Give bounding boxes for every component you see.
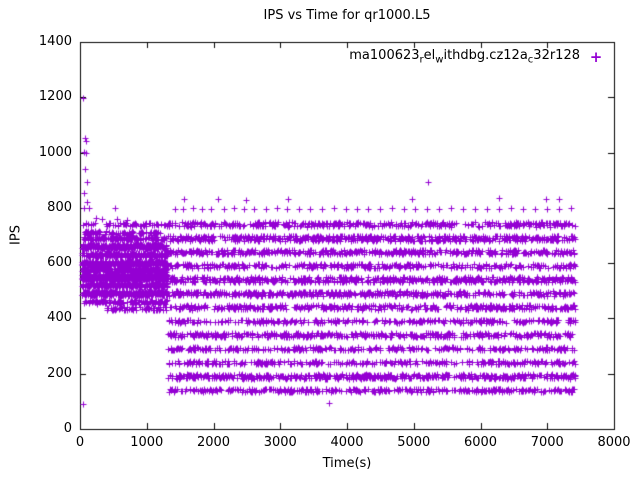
legend-label: ma100623relwithdbg.cz12ac32r128 bbox=[349, 48, 580, 66]
y-tick-label: 1000 bbox=[38, 144, 72, 160]
y-axis-label: IPS bbox=[8, 225, 24, 245]
y-tick-label: 800 bbox=[47, 199, 72, 215]
legend-marker-plus-icon: + bbox=[589, 47, 603, 66]
y-tick-label: 600 bbox=[47, 255, 72, 271]
x-tick-label: 8000 bbox=[597, 435, 631, 450]
y-tick-label: 400 bbox=[47, 310, 72, 326]
x-tick-label: 0 bbox=[75, 435, 85, 450]
x-tick-label: 3000 bbox=[263, 435, 297, 450]
y-tick-label: 200 bbox=[47, 365, 72, 381]
legend: ma100623relwithdbg.cz12ac32r128 + bbox=[349, 48, 612, 66]
x-axis-label: Time(s) bbox=[322, 456, 372, 471]
x-tick-label: 6000 bbox=[463, 435, 498, 450]
x-tick-label: 4000 bbox=[330, 435, 364, 450]
y-tick-label: 0 bbox=[63, 421, 72, 436]
y-tick-label: 1200 bbox=[38, 89, 72, 105]
chart-title: IPS vs Time for qr1000.L5 bbox=[263, 8, 431, 23]
x-tick-label: 1000 bbox=[130, 435, 164, 450]
y-tick-label: 1400 bbox=[38, 34, 72, 49]
x-tick-label: 2000 bbox=[196, 435, 231, 450]
x-tick-label: 7000 bbox=[530, 435, 564, 450]
x-tick-label: 5000 bbox=[397, 435, 431, 450]
